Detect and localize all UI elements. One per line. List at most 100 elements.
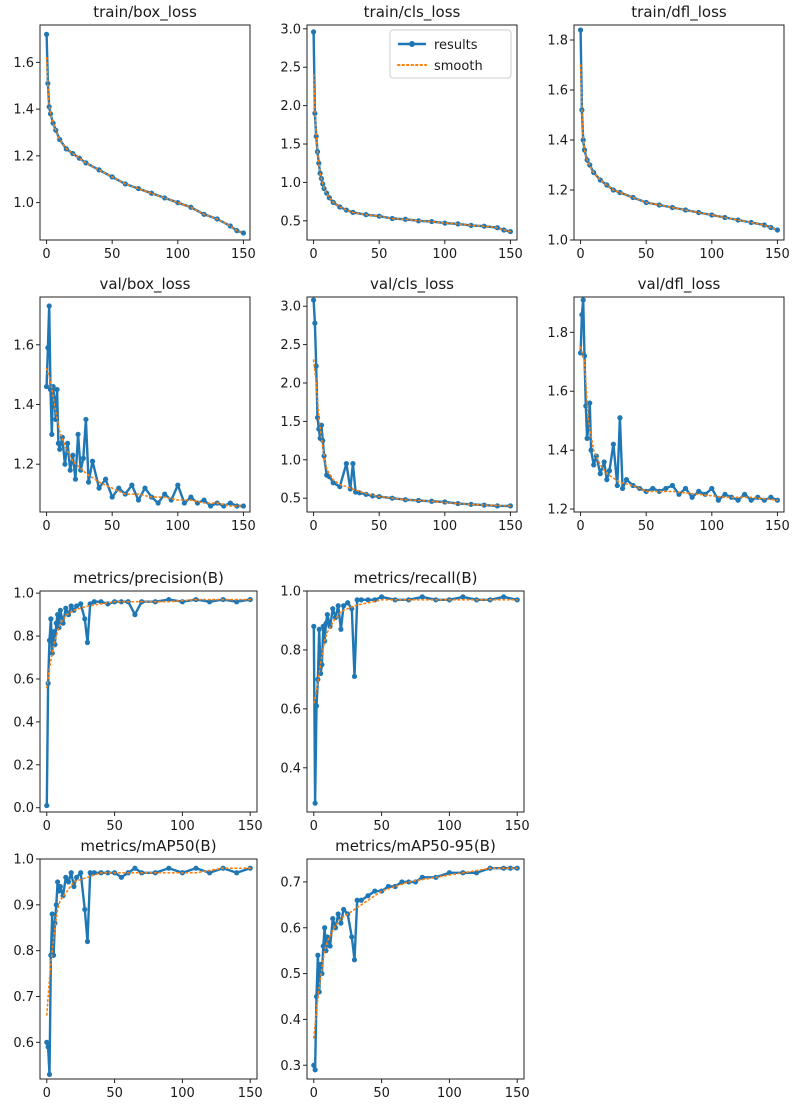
x-tick-label: 100: [437, 819, 462, 834]
y-tick-label: 1.6: [547, 84, 568, 99]
y-tick-label: 1.8: [547, 34, 568, 49]
plot-frame: [306, 858, 525, 1080]
x-tick-label: 150: [231, 247, 256, 262]
y-tick-label: 1.0: [13, 196, 34, 211]
results-point: [330, 606, 336, 612]
results-point: [735, 217, 741, 223]
smooth-line: [579, 64, 779, 231]
y-tick-label: 1.4: [13, 398, 34, 413]
results-point: [709, 485, 715, 492]
results-point: [142, 485, 148, 491]
results-point: [742, 491, 748, 497]
chart-panel-train-dfl-loss: train/dfl_loss 0 50 100 150 1.0 1.2 1.4 1.6 1.8: [547, 3, 790, 262]
results-point: [78, 870, 84, 876]
y-tick-label: 1.0: [13, 587, 34, 602]
chart-title: val/dfl_loss: [638, 275, 721, 294]
x-tick-label: 0: [310, 819, 318, 834]
y-tick-label: 0.4: [280, 1013, 301, 1028]
results-point: [56, 888, 62, 894]
chart-title: metrics/mAP50(B): [80, 837, 216, 855]
legend-smooth-label: smooth: [434, 59, 483, 74]
plot-frame: [306, 590, 525, 813]
results-point: [468, 501, 474, 507]
x-tick-label: 150: [505, 819, 530, 834]
results-point: [55, 879, 61, 885]
chart-panel-metrics-map50-95-b: metrics/mAP50-95(B) 0 50 100 150 0.3 0.4 0.5 0.6…: [280, 837, 529, 1101]
results-point: [584, 435, 590, 441]
y-tick-label: 1.4: [547, 444, 568, 459]
results-point: [71, 883, 77, 890]
results-point: [619, 485, 626, 492]
results-point: [70, 452, 76, 458]
results-point: [696, 488, 702, 494]
results-point: [63, 605, 69, 611]
results-point: [343, 461, 349, 467]
y-tick-label: 3.0: [280, 22, 301, 37]
results-line: [45, 34, 244, 235]
smooth-line: [312, 74, 512, 233]
y-tick-label: 1.2: [547, 503, 568, 518]
results-line: [312, 867, 518, 1072]
y-tick-label: 1.0: [280, 453, 301, 468]
y-tick-label: 1.4: [13, 103, 34, 118]
results-point: [341, 906, 347, 913]
results-point: [65, 879, 72, 885]
x-tick-label: 50: [638, 519, 655, 534]
results-point: [327, 943, 333, 949]
results-point: [55, 440, 61, 446]
results-point: [72, 476, 79, 482]
results-point: [415, 218, 422, 224]
results-point: [351, 957, 358, 963]
results-point: [64, 440, 71, 446]
results-point: [313, 703, 320, 709]
x-tick-label: 100: [165, 247, 190, 262]
results-point: [54, 386, 60, 393]
results-point: [392, 883, 398, 890]
results-point: [89, 458, 96, 464]
results-line: [45, 598, 251, 806]
x-tick-label: 50: [104, 519, 121, 534]
y-tick-label: 1.0: [280, 176, 301, 191]
results-point: [335, 911, 341, 917]
results-point: [663, 485, 669, 492]
results-point: [132, 612, 138, 618]
results-point: [52, 920, 58, 926]
results-point: [83, 416, 89, 423]
results-point: [96, 485, 102, 491]
results-point: [78, 601, 84, 607]
x-tick-label: 150: [498, 247, 523, 262]
results-point: [175, 482, 181, 488]
y-tick-label: 0.7: [13, 990, 34, 1005]
x-tick-label: 150: [505, 1086, 530, 1101]
results-point: [82, 616, 88, 622]
results-point: [46, 637, 53, 643]
results-point: [166, 596, 172, 603]
results-point: [682, 485, 689, 492]
results-point: [316, 160, 322, 166]
results-point: [46, 1071, 53, 1078]
plot-frame: [39, 590, 258, 813]
results-point: [206, 599, 213, 605]
x-tick-label: 100: [432, 519, 457, 534]
results-point: [57, 607, 63, 613]
results-point: [201, 497, 207, 503]
results-point: [580, 137, 586, 143]
x-tick-label: 100: [437, 1086, 462, 1101]
results-point: [351, 673, 358, 680]
y-tick-label: 1.5: [280, 415, 301, 430]
plot-frame: [306, 24, 518, 241]
y-tick-label: 3.0: [280, 300, 301, 315]
results-point: [365, 893, 371, 899]
results-point: [193, 865, 199, 871]
results-point: [63, 874, 69, 880]
results-point: [80, 455, 86, 461]
smooth-line: [45, 598, 251, 689]
results-point: [310, 29, 317, 35]
y-tick-label: 1.2: [547, 184, 568, 199]
y-tick-label: 1.8: [547, 326, 568, 341]
x-tick-label: 100: [699, 519, 724, 534]
results-point: [48, 616, 54, 622]
x-tick-label: 50: [104, 247, 121, 262]
chart-panel-val-dfl-loss: val/dfl_loss 0 50 100 150 1.2 1.4 1.6 1.8: [547, 275, 790, 534]
results-point: [345, 600, 351, 606]
